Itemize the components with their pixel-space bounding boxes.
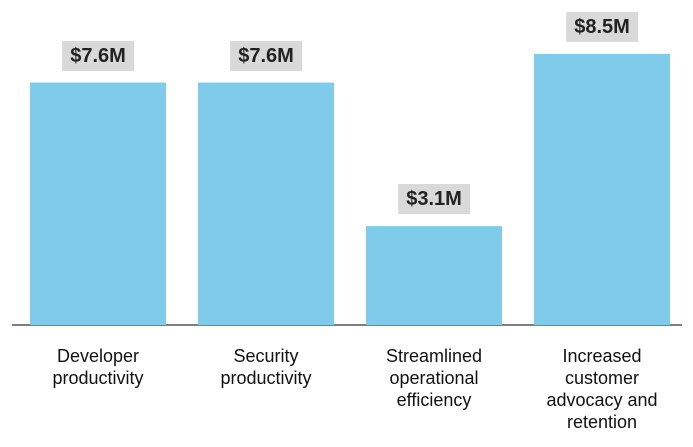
value-label: $7.6M [62, 40, 134, 71]
value-label: $7.6M [230, 40, 302, 71]
bar [534, 53, 670, 325]
x-tick-label: Developer productivity [52, 346, 144, 388]
value-label: $8.5M [566, 11, 638, 42]
x-tick-label: Increased customer advocacy and retentio… [546, 346, 658, 432]
bar [198, 82, 334, 325]
bar [366, 226, 502, 325]
value-label: $3.1M [398, 184, 470, 215]
x-tick-label: Security productivity [220, 346, 312, 388]
x-tick-label: Streamlined operational efficiency [385, 346, 483, 410]
bar [30, 82, 166, 325]
